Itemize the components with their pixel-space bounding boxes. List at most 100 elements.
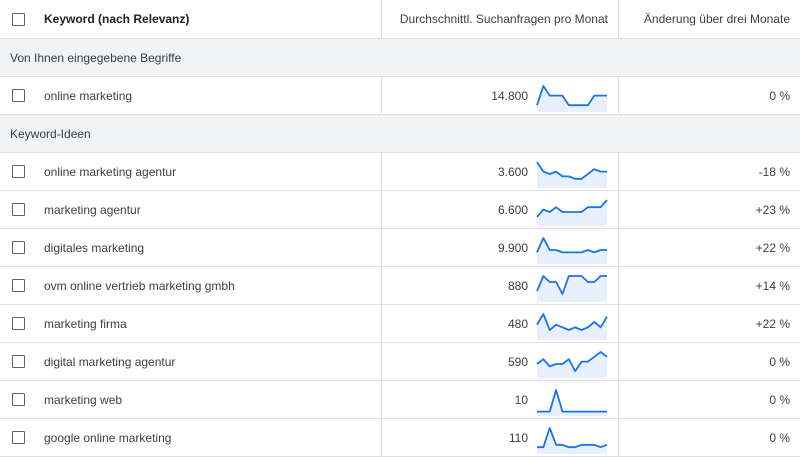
sparkline-area bbox=[537, 162, 607, 188]
change-value: 0 % bbox=[618, 381, 800, 418]
row-checkbox-cell bbox=[0, 419, 36, 456]
sparkline-line bbox=[536, 313, 608, 331]
row-checkbox-cell bbox=[0, 77, 36, 114]
group-label: Von Ihnen eingegebene Begriffe bbox=[10, 50, 182, 65]
trend-sparkline[interactable] bbox=[535, 80, 609, 112]
keyword-text: digital marketing agentur bbox=[44, 354, 176, 369]
row-checkbox-digital-marketing-agentur[interactable] bbox=[11, 355, 25, 368]
sparkline-line bbox=[536, 237, 607, 254]
change-value: 0 % bbox=[618, 77, 800, 114]
change-value: +22 % bbox=[618, 229, 800, 266]
change-value: +22 % bbox=[618, 305, 800, 342]
trend-sparkline[interactable] bbox=[535, 232, 609, 264]
volume-value: 110 bbox=[508, 430, 528, 445]
table-row: digitales marketing 9.900 +22 % bbox=[0, 229, 800, 267]
trend-sparkline[interactable] bbox=[535, 194, 609, 226]
volume-value: 590 bbox=[507, 354, 528, 369]
trend-sparkline[interactable] bbox=[535, 422, 609, 454]
keyword-text: marketing web bbox=[44, 392, 123, 407]
sparkline-area bbox=[537, 238, 607, 264]
change-value: -18 % bbox=[618, 153, 800, 190]
row-checkbox-cell bbox=[0, 305, 36, 342]
keyword-column-header[interactable]: Keyword (nach Relevanz) bbox=[44, 12, 190, 26]
volume-value: 480 bbox=[507, 316, 528, 331]
sparkline-area bbox=[537, 86, 607, 112]
volume-cell: 110 bbox=[381, 419, 618, 456]
sparkline-line bbox=[536, 199, 608, 218]
keyword-text: digitales marketing bbox=[44, 240, 145, 255]
volume-value: 880 bbox=[507, 278, 528, 293]
select-all-checkbox[interactable] bbox=[11, 12, 25, 26]
row-checkbox-cell bbox=[0, 191, 36, 228]
change-column-header[interactable]: Änderung über drei Monate bbox=[618, 0, 800, 38]
row-checkbox-marketing-agentur[interactable] bbox=[11, 203, 25, 216]
trend-sparkline[interactable] bbox=[535, 156, 609, 188]
volume-cell: 480 bbox=[381, 305, 618, 342]
row-checkbox-cell bbox=[0, 229, 36, 266]
sparkline-area bbox=[537, 352, 607, 378]
table-row: online marketing agentur 3.600 -18 % bbox=[0, 153, 800, 191]
keyword-text: marketing firma bbox=[44, 316, 127, 331]
sparkline-area bbox=[537, 200, 607, 226]
volume-column-header[interactable]: Durchschnittl. Suchanfragen pro Monat bbox=[381, 0, 618, 38]
group-label: Keyword-Ideen bbox=[10, 126, 91, 141]
sparkline-line bbox=[536, 161, 607, 180]
change-value: +23 % bbox=[618, 191, 800, 228]
row-checkbox-online-marketing-agentur[interactable] bbox=[11, 165, 25, 178]
row-checkbox-marketing-web[interactable] bbox=[11, 393, 25, 406]
volume-cell: 9.900 bbox=[381, 229, 618, 266]
table-row: online marketing 14.800 0 % bbox=[0, 77, 800, 115]
keyword-text: marketing agentur bbox=[44, 202, 141, 217]
sparkline-area bbox=[537, 428, 607, 454]
row-checkbox-google-online-marketing[interactable] bbox=[11, 431, 25, 444]
table-row: google online marketing 110 0 % bbox=[0, 419, 800, 457]
row-checkbox-cell bbox=[0, 381, 36, 418]
row-checkbox-cell bbox=[0, 343, 36, 380]
row-checkbox-cell bbox=[0, 267, 36, 304]
volume-cell: 6.600 bbox=[381, 191, 618, 228]
select-all-cell bbox=[0, 0, 36, 38]
change-value: 0 % bbox=[618, 343, 800, 380]
row-checkbox-ovm-online-vertrieb-marketing-gmbh[interactable] bbox=[11, 279, 25, 292]
keyword-text: online marketing bbox=[44, 88, 133, 103]
volume-cell: 880 bbox=[381, 267, 618, 304]
change-value: +14 % bbox=[618, 267, 800, 304]
trend-sparkline[interactable] bbox=[535, 308, 609, 340]
volume-cell: 14.800 bbox=[381, 77, 618, 114]
table-row: digital marketing agentur 590 0 % bbox=[0, 343, 800, 381]
group-header-entered-terms: Von Ihnen eingegebene Begriffe bbox=[0, 39, 800, 77]
sparkline-line bbox=[536, 351, 608, 373]
sparkline-area bbox=[537, 314, 607, 340]
volume-value: 9.900 bbox=[497, 240, 528, 255]
table-row: marketing web 10 0 % bbox=[0, 381, 800, 419]
trend-sparkline[interactable] bbox=[535, 270, 609, 302]
table-body: Von Ihnen eingegebene Begriffe online mar… bbox=[0, 39, 800, 457]
sparkline-line bbox=[536, 85, 607, 107]
table-row: ovm online vertrieb marketing gmbh 880 +14… bbox=[0, 267, 800, 305]
sparkline-line bbox=[537, 427, 608, 449]
table-row: marketing agentur 6.600 +23 % bbox=[0, 191, 800, 229]
volume-value: 10 bbox=[514, 392, 528, 407]
volume-value: 6.600 bbox=[497, 202, 528, 217]
row-checkbox-marketing-firma[interactable] bbox=[11, 317, 25, 330]
group-header-keyword-ideas: Keyword-Ideen bbox=[0, 115, 800, 153]
trend-sparkline[interactable] bbox=[535, 346, 609, 378]
row-checkbox-digitales-marketing[interactable] bbox=[11, 241, 25, 254]
volume-cell: 10 bbox=[381, 381, 618, 418]
keyword-text: google online marketing bbox=[44, 430, 172, 445]
row-checkbox-cell bbox=[0, 153, 36, 190]
trend-sparkline[interactable] bbox=[535, 384, 609, 416]
volume-cell: 590 bbox=[381, 343, 618, 380]
sparkline-line bbox=[537, 389, 607, 413]
table-row: marketing firma 480 +22 % bbox=[0, 305, 800, 343]
table-header: Keyword (nach Relevanz) Durchschnittl. S… bbox=[0, 0, 800, 39]
keyword-text: online marketing agentur bbox=[44, 164, 177, 179]
volume-cell: 3.600 bbox=[381, 153, 618, 190]
sparkline-line bbox=[536, 275, 607, 295]
change-value: 0 % bbox=[618, 419, 800, 456]
volume-value: 14.800 bbox=[491, 88, 528, 103]
keyword-text: ovm online vertrieb marketing gmbh bbox=[44, 278, 235, 293]
row-checkbox-online-marketing[interactable] bbox=[11, 89, 25, 102]
volume-value: 3.600 bbox=[497, 164, 528, 179]
